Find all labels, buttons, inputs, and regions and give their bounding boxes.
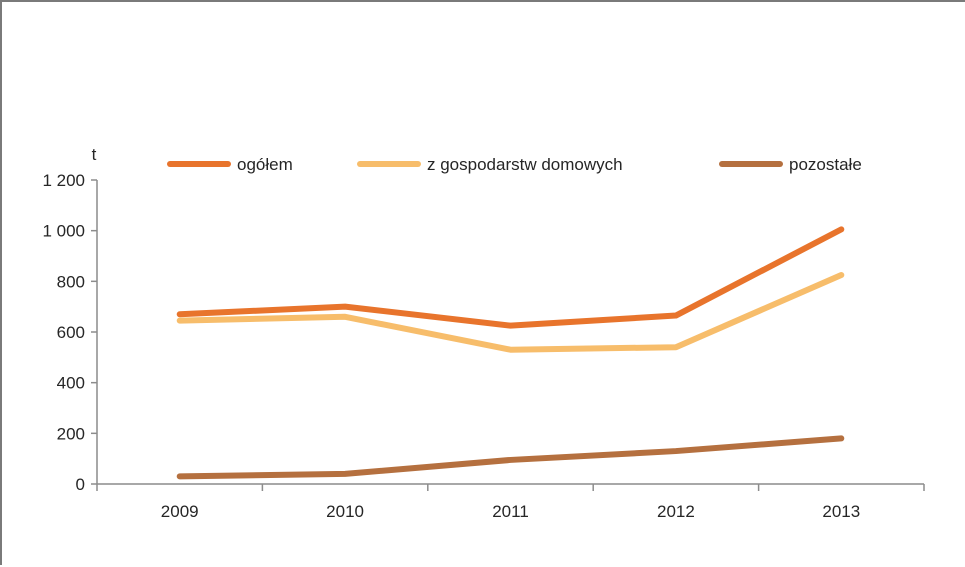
series-line-1: [180, 229, 842, 325]
y-tick-label: 1 000: [42, 222, 85, 241]
legend-label: z gospodarstw domowych: [427, 155, 623, 174]
series-lines: [180, 229, 842, 476]
x-tick-label: 2012: [657, 502, 695, 521]
series-line-3: [180, 438, 842, 476]
legend-label: pozostałe: [789, 155, 862, 174]
y-tick-label: 200: [57, 424, 85, 443]
x-tick-label: 2010: [326, 502, 364, 521]
x-tick-label: 2013: [822, 502, 860, 521]
x-tick-label: 2009: [161, 502, 199, 521]
y-unit-label: t: [92, 145, 97, 164]
x-tick-label: 2011: [492, 502, 529, 521]
legend: ogółem z gospodarstw domowych pozostałe: [170, 155, 862, 174]
y-tick-label: 800: [57, 272, 85, 291]
y-tick-label: 0: [76, 475, 85, 494]
y-tick-label: 1 200: [42, 171, 85, 190]
legend-label: ogółem: [237, 155, 293, 174]
y-tick-label: 400: [57, 374, 85, 393]
y-tick-label: 600: [57, 323, 85, 342]
